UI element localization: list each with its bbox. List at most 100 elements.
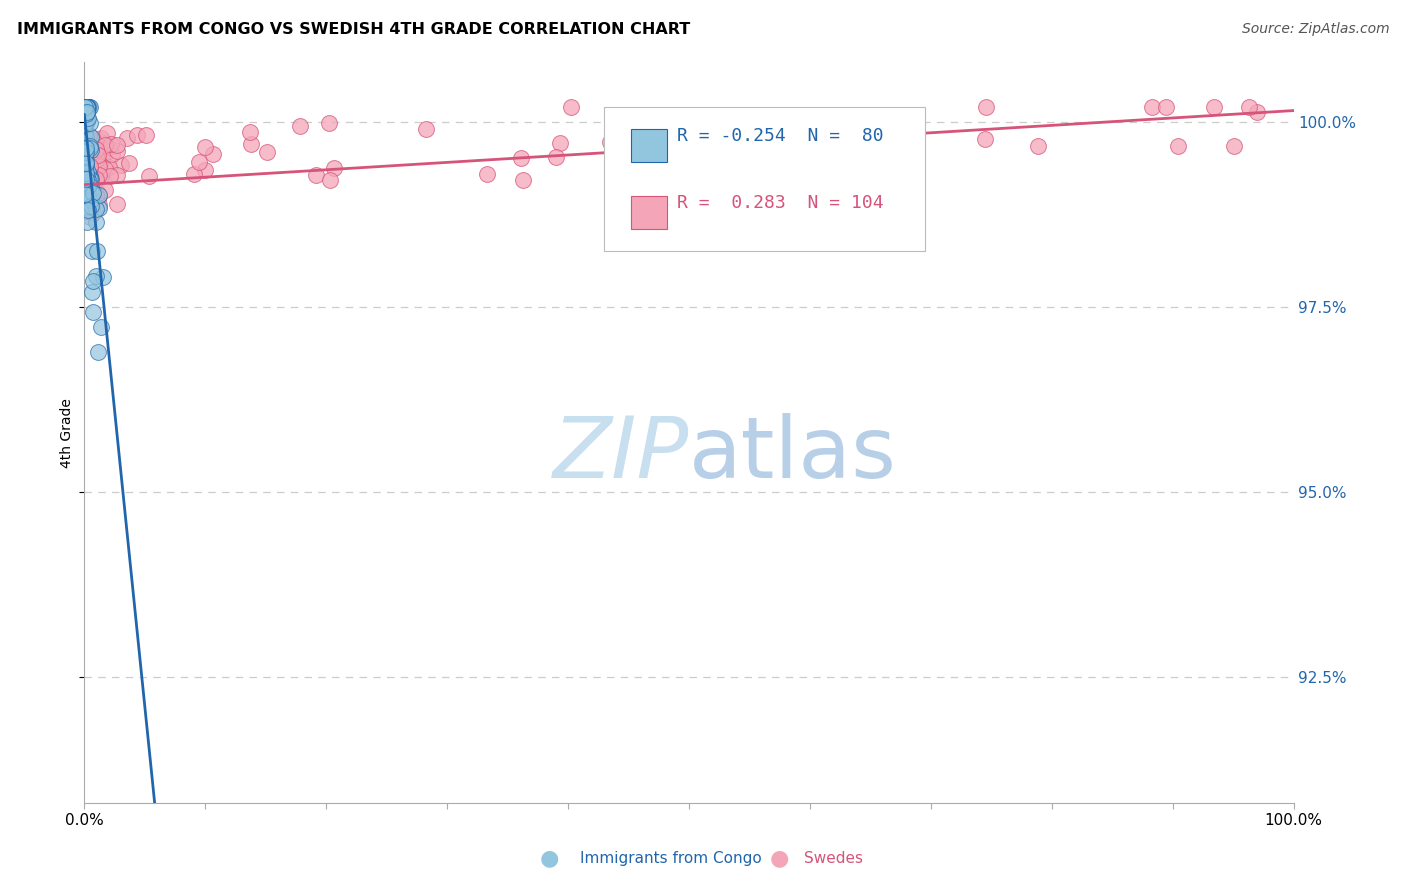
Point <box>100 136 122 151</box>
Point <box>75 141 97 155</box>
Point <box>76 110 98 124</box>
Point <box>76 100 98 114</box>
Point <box>77 149 100 163</box>
Point <box>75 102 97 116</box>
Point <box>76 100 98 114</box>
Point <box>79 160 101 174</box>
Point <box>194 140 217 154</box>
Point <box>76 201 98 215</box>
Point <box>79 172 101 186</box>
Point <box>86 157 108 171</box>
Point <box>202 147 225 161</box>
Point <box>73 125 96 139</box>
Point <box>86 244 108 258</box>
Point <box>323 161 346 176</box>
Point <box>76 100 98 114</box>
Point <box>83 175 105 189</box>
Point <box>105 196 128 211</box>
Point <box>75 172 97 186</box>
Point <box>91 270 114 285</box>
Point <box>735 120 758 134</box>
Point <box>239 125 262 139</box>
Point <box>98 161 121 175</box>
Point <box>93 183 115 197</box>
Point <box>89 161 111 176</box>
Point <box>415 121 437 136</box>
Point <box>318 116 340 130</box>
Y-axis label: 4th Grade: 4th Grade <box>60 398 75 467</box>
Point <box>82 159 104 173</box>
Point <box>73 100 96 114</box>
Point <box>79 141 101 155</box>
Text: R =  0.283  N = 104: R = 0.283 N = 104 <box>676 194 883 212</box>
Point <box>73 105 96 120</box>
Point <box>305 168 328 182</box>
Point <box>79 169 101 184</box>
Point <box>86 147 108 161</box>
Point <box>1167 138 1189 153</box>
Point <box>76 100 98 114</box>
Point <box>98 169 121 184</box>
Point <box>75 166 97 180</box>
Point <box>125 128 148 143</box>
Point <box>90 169 112 184</box>
Point <box>77 178 100 192</box>
Point <box>90 320 112 334</box>
Point <box>84 202 107 216</box>
Point <box>86 188 108 202</box>
Point <box>76 100 98 114</box>
Point <box>974 132 997 146</box>
Point <box>1140 100 1163 114</box>
Point <box>96 126 118 140</box>
Point <box>77 100 100 114</box>
Point <box>73 117 96 131</box>
Point <box>75 153 97 168</box>
Point <box>87 201 110 215</box>
Point <box>75 100 97 114</box>
Point <box>76 100 98 114</box>
Point <box>76 158 98 172</box>
Point <box>873 124 896 138</box>
Point <box>76 100 98 114</box>
Point <box>288 119 311 133</box>
Point <box>73 149 96 163</box>
Point <box>76 169 98 184</box>
Text: ●: ● <box>770 848 789 868</box>
Point <box>93 136 115 151</box>
Point <box>89 188 111 202</box>
Point <box>77 128 100 142</box>
Point <box>79 138 101 153</box>
Point <box>118 156 141 170</box>
Point <box>73 100 96 114</box>
Point <box>80 199 103 213</box>
Point <box>80 143 103 157</box>
Point <box>77 100 100 114</box>
Point <box>87 159 110 173</box>
Point <box>742 145 765 160</box>
Point <box>1154 100 1177 114</box>
Text: ●: ● <box>540 848 560 868</box>
Text: atlas: atlas <box>689 413 897 496</box>
Point <box>75 145 97 159</box>
Point <box>94 161 117 176</box>
FancyBboxPatch shape <box>631 195 668 229</box>
Point <box>77 151 100 165</box>
Point <box>76 105 98 120</box>
Point <box>80 244 103 259</box>
Point <box>560 100 582 114</box>
Point <box>546 149 568 163</box>
Point <box>509 151 531 165</box>
Text: ZIP: ZIP <box>553 413 689 496</box>
Point <box>82 206 104 220</box>
Point <box>1204 100 1226 114</box>
Point <box>86 169 108 184</box>
Point <box>75 137 97 152</box>
Point <box>187 154 209 169</box>
Point <box>75 158 97 172</box>
Point <box>82 186 104 200</box>
Point <box>75 145 97 160</box>
Point <box>134 128 156 142</box>
Point <box>105 144 128 158</box>
Text: IMMIGRANTS FROM CONGO VS SWEDISH 4TH GRADE CORRELATION CHART: IMMIGRANTS FROM CONGO VS SWEDISH 4TH GRA… <box>17 22 690 37</box>
Point <box>82 181 104 195</box>
